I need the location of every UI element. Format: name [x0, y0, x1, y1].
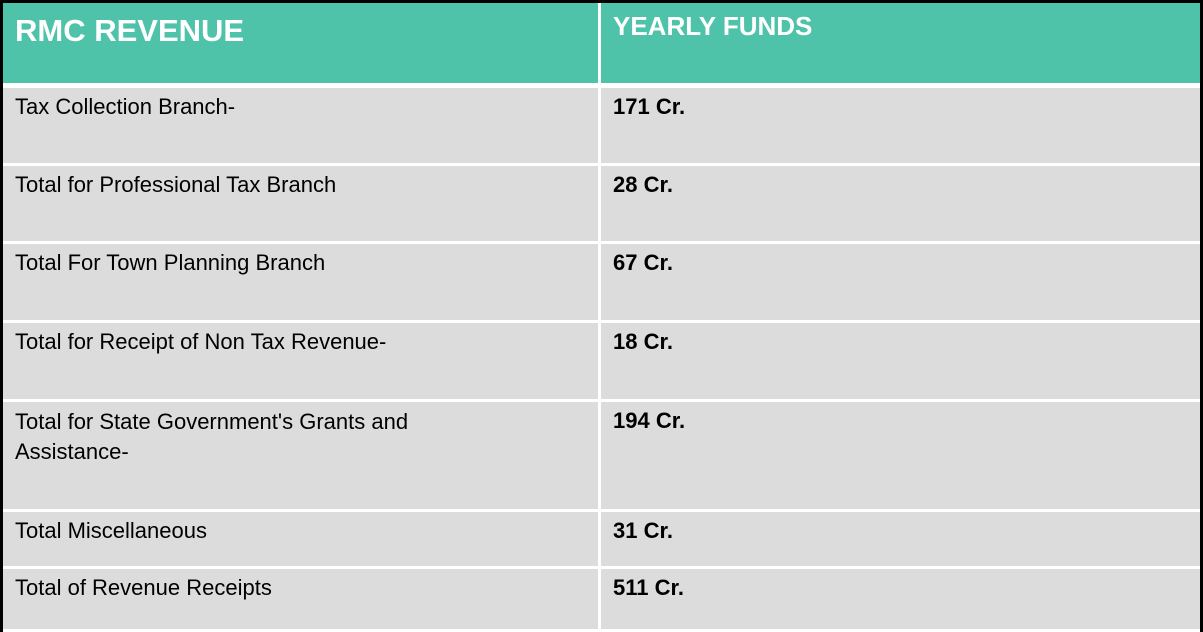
row-value: 31 Cr. — [601, 512, 1200, 566]
row-label: Tax Collection Branch- — [3, 88, 601, 163]
row-label: Total For Town Planning Branch — [3, 244, 601, 320]
row-label: Total of Revenue Receipts — [3, 569, 601, 629]
table-row: Total for State Government's Grants and … — [3, 402, 1200, 512]
row-value: 511 Cr. — [601, 569, 1200, 629]
header-rmc-revenue: RMC REVENUE — [3, 3, 601, 83]
row-label: Total for State Government's Grants and … — [3, 402, 601, 509]
table-row: Total Miscellaneous 31 Cr. — [3, 512, 1200, 569]
revenue-table: RMC REVENUE YEARLY FUNDS Tax Collection … — [3, 3, 1200, 632]
row-label: Total Miscellaneous — [3, 512, 601, 566]
table-row: Total for Professional Tax Branch 28 Cr. — [3, 166, 1200, 244]
row-label: Total for Professional Tax Branch — [3, 166, 601, 241]
row-value: 171 Cr. — [601, 88, 1200, 163]
row-label: Total for Receipt of Non Tax Revenue- — [3, 323, 601, 399]
header-yearly-funds: YEARLY FUNDS — [601, 3, 1200, 83]
table-row-total: Total of Revenue Receipts 511 Cr. — [3, 569, 1200, 632]
row-value: 194 Cr. — [601, 402, 1200, 509]
table-row: Total For Town Planning Branch 67 Cr. — [3, 244, 1200, 323]
row-value: 28 Cr. — [601, 166, 1200, 241]
table-row: Total for Receipt of Non Tax Revenue- 18… — [3, 323, 1200, 402]
table-row: Tax Collection Branch- 171 Cr. — [3, 88, 1200, 166]
row-value: 67 Cr. — [601, 244, 1200, 320]
table-header: RMC REVENUE YEARLY FUNDS — [3, 3, 1200, 88]
row-value: 18 Cr. — [601, 323, 1200, 399]
